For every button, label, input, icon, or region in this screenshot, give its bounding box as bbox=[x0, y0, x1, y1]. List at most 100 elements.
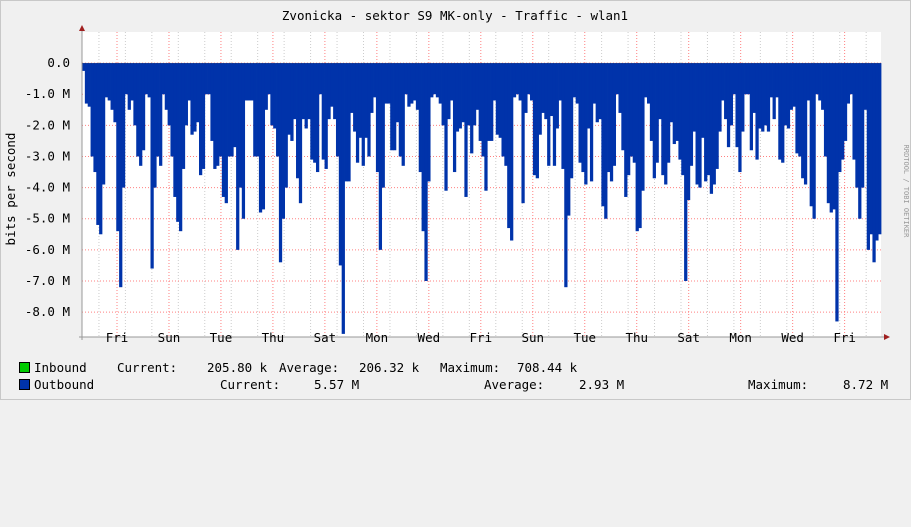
outbound-bar bbox=[818, 63, 821, 100]
outbound-bar bbox=[516, 63, 519, 94]
outbound-bar bbox=[490, 63, 493, 141]
outbound-bar bbox=[533, 63, 536, 175]
outbound-bar bbox=[755, 63, 758, 159]
outbound-bar bbox=[559, 63, 562, 100]
outbound-bar bbox=[858, 63, 861, 219]
outbound-bar bbox=[170, 63, 173, 156]
legend-outbound-average: 2.93 M bbox=[579, 377, 624, 392]
outbound-bar bbox=[778, 63, 781, 159]
outbound-bar bbox=[205, 63, 208, 94]
outbound-bar bbox=[233, 63, 236, 147]
outbound-bar bbox=[88, 63, 91, 107]
outbound-bar bbox=[704, 63, 707, 181]
outbound-bar bbox=[813, 63, 816, 219]
outbound-bar bbox=[661, 63, 664, 175]
outbound-bar bbox=[330, 63, 333, 107]
outbound-bar bbox=[567, 63, 570, 216]
outbound-bar bbox=[576, 63, 579, 103]
x-tick-label: Sat bbox=[314, 330, 337, 343]
outbound-bar bbox=[339, 63, 342, 265]
outbound-bar bbox=[248, 63, 251, 100]
outbound-bar bbox=[787, 63, 790, 128]
outbound-bar bbox=[872, 63, 875, 262]
outbound-bar bbox=[550, 63, 553, 116]
outbound-bar bbox=[230, 63, 233, 156]
outbound-bar bbox=[676, 63, 679, 141]
x-tick-label: Tue bbox=[210, 330, 233, 343]
outbound-bar bbox=[784, 63, 787, 125]
outbound-bar bbox=[827, 63, 830, 203]
outbound-bar bbox=[633, 63, 636, 163]
x-tick-label: Tue bbox=[573, 330, 596, 343]
x-tick-label: Fri bbox=[106, 330, 129, 343]
outbound-bar bbox=[148, 63, 151, 97]
outbound-bar bbox=[707, 63, 710, 175]
outbound-bar bbox=[607, 63, 610, 172]
outbound-bar bbox=[265, 63, 268, 110]
outbound-bar bbox=[136, 63, 139, 156]
outbound-bar bbox=[299, 63, 302, 203]
outbound-bar bbox=[342, 63, 345, 334]
outbound-bar bbox=[370, 63, 373, 113]
outbound-bar bbox=[202, 63, 205, 169]
outbound-bar bbox=[761, 63, 764, 131]
outbound-bar bbox=[758, 63, 761, 128]
outbound-bar bbox=[733, 63, 736, 94]
outbound-bar bbox=[701, 63, 704, 138]
x-axis-arrow bbox=[884, 334, 890, 340]
outbound-bar bbox=[750, 63, 753, 150]
outbound-bar bbox=[384, 63, 387, 103]
outbound-bar bbox=[539, 63, 542, 135]
outbound-bar bbox=[333, 63, 336, 119]
rrdtool-watermark: RRDTOOL / TOBI OETIKER bbox=[902, 145, 910, 239]
outbound-bar bbox=[613, 63, 616, 166]
outbound-bar bbox=[570, 63, 573, 178]
outbound-bar bbox=[279, 63, 282, 262]
outbound-bar bbox=[153, 63, 156, 187]
outbound-bar bbox=[399, 63, 402, 156]
outbound-bar bbox=[678, 63, 681, 159]
outbound-bar bbox=[307, 63, 310, 119]
outbound-bar bbox=[690, 63, 693, 166]
outbound-bar bbox=[133, 63, 136, 125]
outbound-bar bbox=[367, 63, 370, 156]
outbound-bar bbox=[450, 63, 453, 100]
outbound-bar bbox=[824, 63, 827, 156]
outbound-bar bbox=[336, 63, 339, 156]
legend-inbound-current-label: Current: bbox=[117, 360, 177, 375]
legend-inbound: Inbound Current: 205.80 k Average: 206.3… bbox=[19, 360, 49, 376]
outbound-bar bbox=[210, 63, 213, 141]
outbound-bar bbox=[764, 63, 767, 125]
outbound-bar bbox=[168, 63, 171, 125]
outbound-bar bbox=[402, 63, 405, 166]
outbound-bar bbox=[353, 63, 356, 131]
outbound-bar bbox=[176, 63, 179, 222]
outbound-bar bbox=[579, 63, 582, 163]
y-tick-label: -4.0 M bbox=[25, 180, 70, 195]
outbound-bar bbox=[182, 63, 185, 169]
outbound-bar bbox=[604, 63, 607, 219]
outbound-bar bbox=[131, 63, 134, 100]
outbound-bar bbox=[521, 63, 524, 203]
outbound-bar bbox=[573, 63, 576, 97]
y-axis-label: bits per second bbox=[3, 133, 18, 246]
outbound-bar bbox=[696, 63, 699, 184]
outbound-bar bbox=[519, 63, 522, 100]
outbound-bar bbox=[319, 63, 322, 94]
outbound-bar bbox=[650, 63, 653, 141]
outbound-bar bbox=[724, 63, 727, 119]
outbound-bar bbox=[693, 63, 696, 131]
outbound-bar bbox=[530, 63, 533, 100]
outbound-bar bbox=[270, 63, 273, 125]
outbound-bar bbox=[501, 63, 504, 156]
outbound-bar bbox=[208, 63, 211, 94]
outbound-bar bbox=[356, 63, 359, 163]
outbound-swatch bbox=[19, 379, 30, 390]
outbound-bar bbox=[718, 63, 721, 131]
outbound-bar bbox=[861, 63, 864, 187]
outbound-bar bbox=[188, 63, 191, 100]
outbound-bar bbox=[379, 63, 382, 250]
outbound-bar bbox=[173, 63, 176, 197]
outbound-bar bbox=[636, 63, 639, 231]
outbound-bar bbox=[293, 63, 296, 119]
